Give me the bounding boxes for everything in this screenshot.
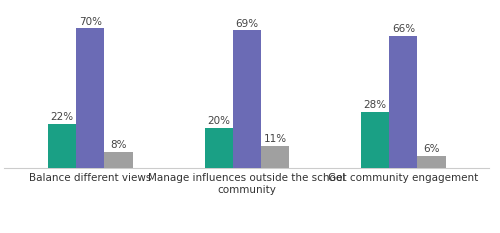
Text: 6%: 6% (424, 144, 440, 154)
Bar (104, 152, 132, 168)
Text: 20%: 20% (207, 116, 230, 126)
Text: 8%: 8% (110, 140, 126, 150)
Bar (48, 124, 76, 168)
Bar (204, 128, 233, 168)
Bar (232, 30, 261, 168)
Text: 11%: 11% (264, 134, 286, 144)
Text: 66%: 66% (392, 24, 415, 34)
Bar (390, 36, 417, 168)
Bar (418, 156, 446, 168)
Text: 70%: 70% (79, 17, 102, 27)
Text: 22%: 22% (50, 112, 74, 122)
Bar (361, 112, 390, 168)
Bar (261, 146, 289, 168)
Text: 28%: 28% (364, 100, 386, 110)
Bar (76, 28, 104, 168)
Text: 69%: 69% (236, 18, 258, 28)
